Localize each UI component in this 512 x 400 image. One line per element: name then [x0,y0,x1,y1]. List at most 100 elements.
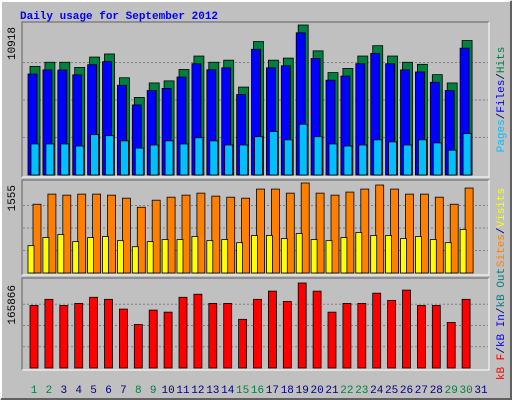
bar [211,195,221,274]
legend-item: Visits [496,188,508,228]
x-tick-label: 14 [221,385,235,397]
bar [387,299,397,369]
bar [358,144,368,176]
bar [343,145,353,176]
bar [223,303,233,369]
x-tick-label: 3 [60,385,67,397]
bar [164,140,174,176]
bar [373,139,383,176]
x-tick-label: 15 [236,385,249,397]
bar [194,137,204,176]
legend-item: kB F [496,354,508,380]
bar [340,237,348,274]
bar [47,193,57,274]
bar [267,290,277,369]
bar [149,144,159,176]
bar [179,143,189,176]
bar [357,303,367,369]
bar [390,188,400,274]
bar [416,305,426,369]
x-tick-label: 17 [266,385,279,397]
legend: Pages/Files/Hits [496,47,508,153]
x-tick-label: 12 [191,385,204,397]
bar [239,144,249,176]
x-tick-label: 19 [296,385,309,397]
bar [375,184,385,274]
bar [414,236,422,274]
bar [87,237,94,274]
bar [449,203,459,274]
bar [42,237,50,274]
bar [241,197,251,274]
bar [251,235,258,274]
bar [148,309,158,369]
legend-separator: / [496,73,508,80]
bar [107,194,116,274]
x-tick-label: 29 [445,385,458,397]
bar [224,144,234,176]
bar [146,241,154,274]
bar [32,203,42,274]
legend: Sites/Visits [496,188,508,267]
bar [313,136,323,176]
bar [104,298,113,369]
panel-edge-dark [21,179,489,275]
bar [191,236,199,274]
bar [300,182,310,274]
bar [282,300,292,369]
x-tick-label: 1 [31,385,38,397]
legend-item: Hits [496,47,508,73]
legend-item: Pages [496,119,508,152]
bar [431,305,441,369]
bar [298,123,308,176]
legend-separator: / [496,347,508,354]
bar [434,196,444,274]
bar [254,136,263,176]
y-tick-label: 165866 [7,285,19,325]
bar [385,235,393,274]
bar [315,192,325,274]
bar [161,239,169,274]
x-tick-label: 16 [251,385,264,397]
bar [429,239,437,274]
bar [92,193,101,274]
bar [328,143,338,176]
bar [181,194,191,274]
x-tick-label: 24 [370,385,384,397]
x-tick-label: 25 [385,385,398,397]
bar [151,199,161,274]
bar [77,193,87,274]
y-tick-label: 10918 [7,27,19,60]
bar [206,240,214,274]
bar [119,308,128,369]
bar [327,311,337,369]
bar [238,318,248,369]
bar [45,143,55,176]
bar [196,192,206,274]
bar [432,142,442,176]
bar [345,191,355,274]
bar [72,241,80,274]
bar [459,229,467,274]
bar [447,149,457,176]
bar [330,194,340,274]
bar [27,245,35,274]
bar [310,239,318,274]
x-tick-label: 9 [150,385,157,397]
bar [122,197,131,274]
x-tick-label: 10 [161,385,174,397]
x-tick-label: 23 [355,385,368,397]
bar [178,296,188,369]
bar [417,139,427,176]
bar [134,147,144,176]
bar [444,242,452,274]
y-tick-label: 1555 [7,185,19,211]
x-tick-label: 28 [430,385,443,397]
bar [136,206,146,274]
panel-edge-dark [21,21,489,177]
legend-separator: / [496,113,508,120]
panel-edge-light [22,278,490,371]
bar [166,196,176,274]
